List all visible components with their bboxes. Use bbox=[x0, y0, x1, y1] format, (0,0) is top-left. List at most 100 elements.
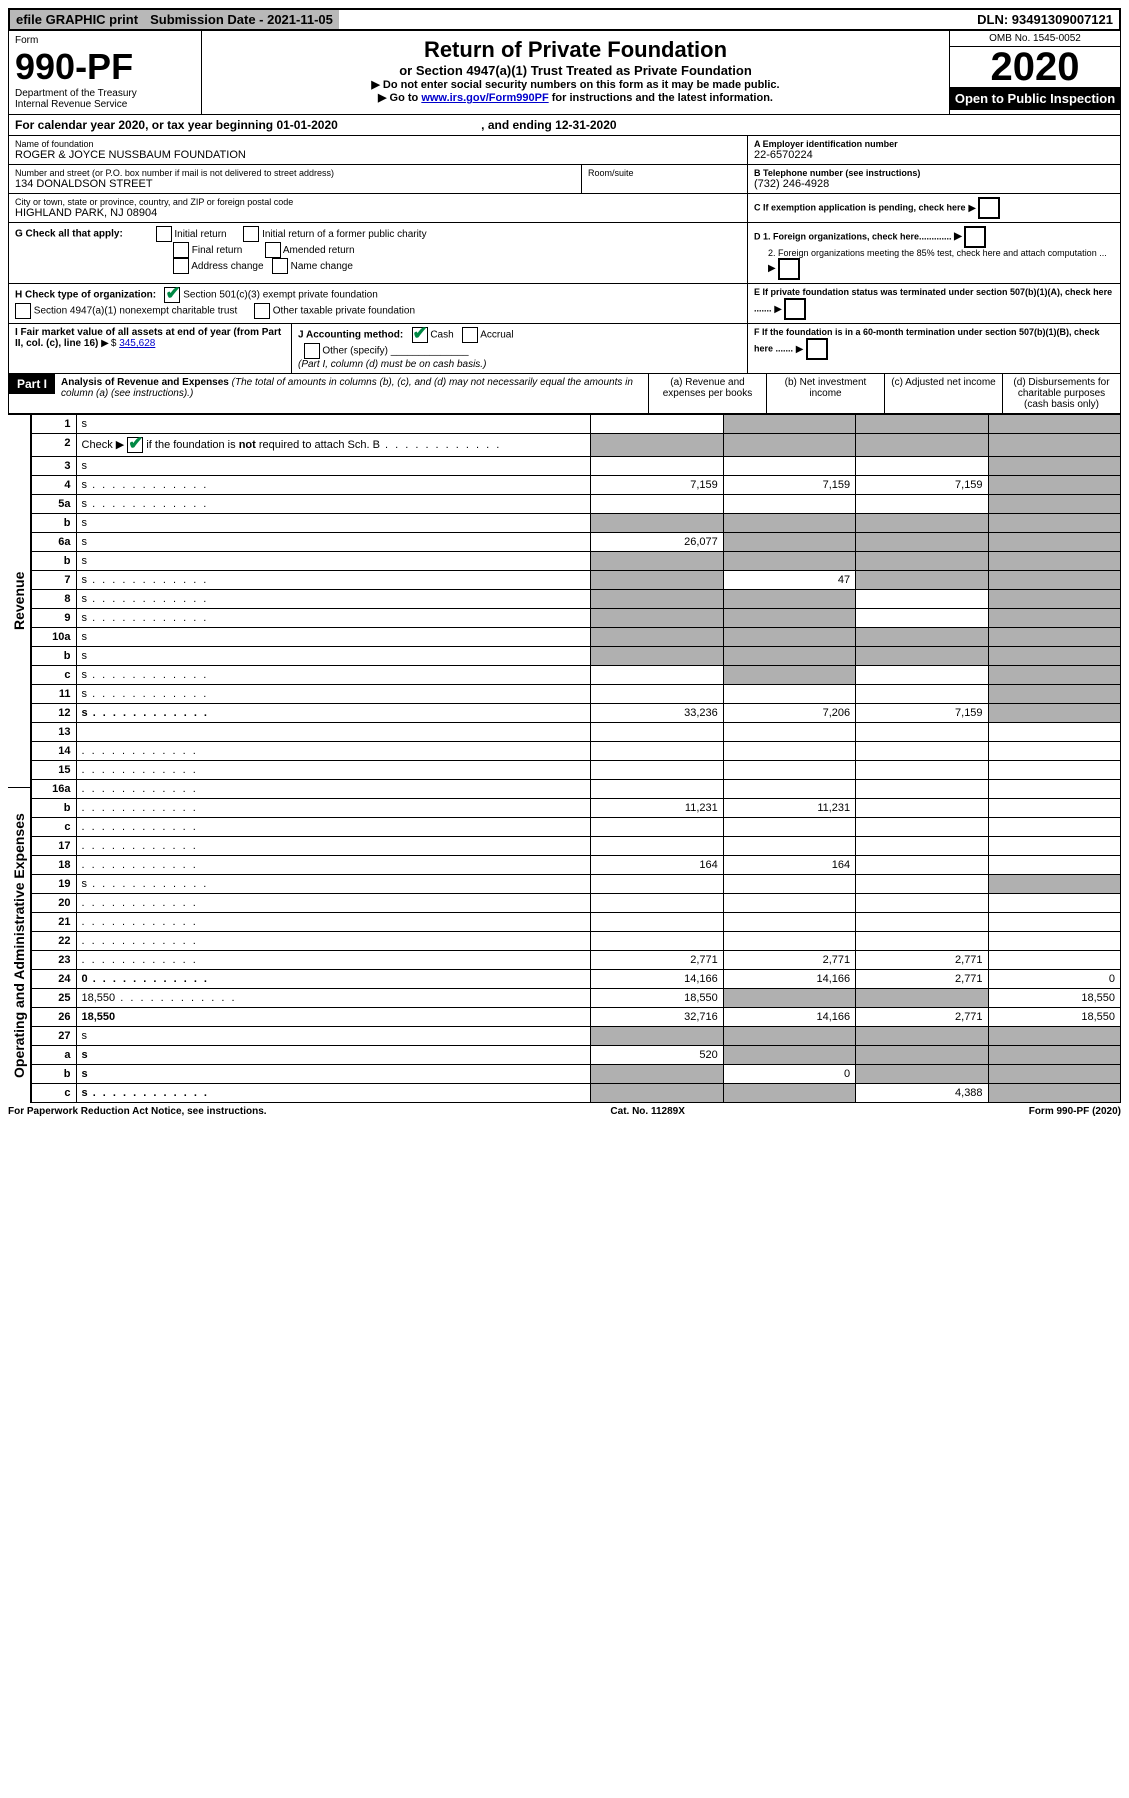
city-label: City or town, state or province, country… bbox=[15, 197, 741, 207]
table-row: 11s bbox=[32, 685, 1121, 704]
table-row: b11,23111,231 bbox=[32, 799, 1121, 818]
part-1-title: Analysis of Revenue and Expenses bbox=[61, 377, 229, 388]
table-row: 14 bbox=[32, 742, 1121, 761]
table-row: c bbox=[32, 818, 1121, 837]
col-d-header: (d) Disbursements for charitable purpose… bbox=[1003, 374, 1120, 413]
table-row: bs bbox=[32, 647, 1121, 666]
open-to-public: Open to Public Inspection bbox=[950, 87, 1120, 110]
form-label: Form bbox=[15, 35, 195, 46]
table-row: 15 bbox=[32, 761, 1121, 780]
revenue-section-label: Revenue bbox=[8, 414, 31, 787]
table-row: cs bbox=[32, 666, 1121, 685]
dept-label: Department of the Treasury bbox=[15, 88, 195, 99]
section-d2-checkbox[interactable] bbox=[778, 258, 800, 280]
table-row: 19s bbox=[32, 875, 1121, 894]
table-row: 24014,16614,1662,7710 bbox=[32, 970, 1121, 989]
footer-mid: Cat. No. 11289X bbox=[610, 1106, 684, 1117]
section-h-label: H Check type of organization: bbox=[15, 290, 156, 301]
section-j-note: (Part I, column (d) must be on cash basi… bbox=[298, 359, 486, 370]
section-e-checkbox[interactable] bbox=[784, 298, 806, 320]
efile-label[interactable]: efile GRAPHIC print bbox=[10, 10, 144, 29]
address-value: 134 DONALDSON STREET bbox=[15, 178, 575, 190]
section-4947-checkbox[interactable] bbox=[15, 303, 31, 319]
other-taxable-checkbox[interactable] bbox=[254, 303, 270, 319]
calendar-year-row: For calendar year 2020, or tax year begi… bbox=[8, 115, 1121, 136]
table-row: 12s33,2367,2067,159 bbox=[32, 704, 1121, 723]
cash-checkbox[interactable] bbox=[412, 327, 428, 343]
fmv-value[interactable]: 345,628 bbox=[119, 338, 155, 349]
section-d1-checkbox[interactable] bbox=[964, 226, 986, 248]
table-row: 1s bbox=[32, 415, 1121, 434]
accrual-checkbox[interactable] bbox=[462, 327, 478, 343]
section-c-checkbox[interactable] bbox=[978, 197, 1000, 219]
table-row: 13 bbox=[32, 723, 1121, 742]
form-title: Return of Private Foundation bbox=[208, 37, 943, 63]
initial-return-former-checkbox[interactable] bbox=[243, 226, 259, 242]
dln-label: DLN: 93491309007121 bbox=[339, 10, 1119, 29]
ein-value: 22-6570224 bbox=[754, 149, 1114, 161]
form-header: Form 990-PF Department of the Treasury I… bbox=[8, 31, 1121, 115]
top-bar: efile GRAPHIC print Submission Date - 20… bbox=[8, 8, 1121, 31]
col-a-header: (a) Revenue and expenses per books bbox=[649, 374, 767, 413]
form-note-1: ▶ Do not enter social security numbers o… bbox=[208, 78, 943, 91]
room-label: Room/suite bbox=[588, 168, 741, 178]
section-f-checkbox[interactable] bbox=[806, 338, 828, 360]
city-value: HIGHLAND PARK, NJ 08904 bbox=[15, 207, 741, 219]
table-row: 5as bbox=[32, 495, 1121, 514]
table-row: 8s bbox=[32, 590, 1121, 609]
table-row: 22 bbox=[32, 932, 1121, 951]
table-row: 3s bbox=[32, 457, 1121, 476]
section-j-label: J Accounting method: bbox=[298, 330, 403, 341]
name-change-checkbox[interactable] bbox=[272, 258, 288, 274]
section-d2-label: 2. Foreign organizations meeting the 85%… bbox=[754, 248, 1114, 280]
table-row: 2Check ▶ if the foundation is not requir… bbox=[32, 434, 1121, 457]
irs-label: Internal Revenue Service bbox=[15, 99, 195, 110]
table-row: 18164164 bbox=[32, 856, 1121, 875]
table-row: 9s bbox=[32, 609, 1121, 628]
foundation-name: ROGER & JOYCE NUSSBAUM FOUNDATION bbox=[15, 149, 741, 161]
footer-left: For Paperwork Reduction Act Notice, see … bbox=[8, 1106, 267, 1117]
section-g-label: G Check all that apply: bbox=[15, 229, 123, 240]
table-row: 16a bbox=[32, 780, 1121, 799]
table-row: 7s47 bbox=[32, 571, 1121, 590]
table-row: 27s bbox=[32, 1027, 1121, 1046]
footer-right: Form 990-PF (2020) bbox=[1029, 1106, 1121, 1117]
ein-label: A Employer identification number bbox=[754, 139, 1114, 149]
submission-date: Submission Date - 2021-11-05 bbox=[144, 10, 339, 29]
section-d1-label: D 1. Foreign organizations, check here..… bbox=[754, 226, 1114, 248]
section-e-label: E If private foundation status was termi… bbox=[754, 287, 1112, 314]
other-method-checkbox[interactable] bbox=[304, 343, 320, 359]
address-change-checkbox[interactable] bbox=[173, 258, 189, 274]
table-row: 6as26,077 bbox=[32, 533, 1121, 552]
amended-return-checkbox[interactable] bbox=[265, 242, 281, 258]
analysis-table: 1s2Check ▶ if the foundation is not requ… bbox=[31, 414, 1121, 1103]
col-c-header: (c) Adjusted net income bbox=[885, 374, 1003, 413]
part-1-label: Part I bbox=[9, 374, 55, 394]
table-row: bs bbox=[32, 552, 1121, 571]
form-number: 990-PF bbox=[15, 46, 195, 88]
initial-return-checkbox[interactable] bbox=[156, 226, 172, 242]
section-c-label: C If exemption application is pending, c… bbox=[754, 203, 966, 213]
table-row: 2618,55032,71614,1662,77118,550 bbox=[32, 1008, 1121, 1027]
table-row: 10as bbox=[32, 628, 1121, 647]
instructions-link[interactable]: www.irs.gov/Form990PF bbox=[421, 92, 548, 104]
final-return-checkbox[interactable] bbox=[173, 242, 189, 258]
form-note-2: ▶ Go to www.irs.gov/Form990PF for instru… bbox=[208, 91, 943, 104]
table-row: as520 bbox=[32, 1046, 1121, 1065]
opadmin-section-label: Operating and Administrative Expenses bbox=[8, 787, 31, 1103]
page-footer: For Paperwork Reduction Act Notice, see … bbox=[8, 1103, 1121, 1120]
table-row: 232,7712,7712,771 bbox=[32, 951, 1121, 970]
table-row: bs bbox=[32, 514, 1121, 533]
telephone-label: B Telephone number (see instructions) bbox=[754, 168, 1114, 178]
telephone-value: (732) 246-4928 bbox=[754, 178, 1114, 190]
col-b-header: (b) Net investment income bbox=[767, 374, 885, 413]
form-subtitle: or Section 4947(a)(1) Trust Treated as P… bbox=[208, 63, 943, 78]
schb-checkbox[interactable] bbox=[127, 437, 143, 453]
table-row: 17 bbox=[32, 837, 1121, 856]
foundation-name-label: Name of foundation bbox=[15, 139, 741, 149]
table-row: 20 bbox=[32, 894, 1121, 913]
tax-year: 2020 bbox=[950, 47, 1120, 87]
section-501c3-checkbox[interactable] bbox=[164, 287, 180, 303]
table-row: bs0 bbox=[32, 1065, 1121, 1084]
table-row: 4s7,1597,1597,159 bbox=[32, 476, 1121, 495]
